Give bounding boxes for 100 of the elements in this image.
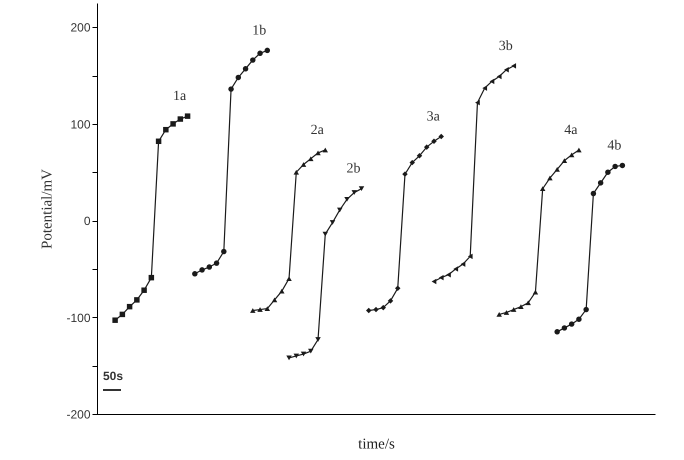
point — [228, 86, 234, 92]
point — [424, 144, 430, 150]
point — [583, 306, 589, 312]
point — [199, 267, 205, 273]
point — [453, 266, 458, 272]
point — [612, 164, 618, 170]
point — [511, 63, 516, 69]
point — [540, 186, 546, 192]
series-label: 1b — [252, 23, 266, 38]
point — [475, 100, 480, 106]
y-axis-title: Potential/mV — [39, 168, 56, 249]
point — [272, 298, 278, 302]
point — [120, 312, 126, 318]
point — [279, 288, 285, 294]
point — [192, 271, 198, 277]
point — [562, 325, 568, 331]
y-tick-label: 100 — [70, 117, 91, 132]
point — [315, 337, 321, 342]
point — [156, 138, 162, 144]
y-tick-label: 0 — [84, 214, 91, 228]
point — [576, 316, 582, 322]
point — [388, 298, 394, 304]
point — [178, 116, 184, 122]
point — [214, 260, 220, 266]
point — [141, 287, 147, 293]
point — [416, 153, 422, 159]
series-label: 2b — [346, 162, 361, 177]
point — [460, 261, 466, 267]
point — [554, 329, 560, 335]
point — [184, 113, 190, 119]
point — [547, 176, 553, 180]
point — [504, 310, 510, 315]
point — [438, 274, 444, 280]
point — [366, 308, 372, 314]
point — [322, 148, 328, 152]
point — [525, 300, 531, 306]
point — [518, 304, 524, 310]
point — [250, 308, 256, 313]
series-label: 2a — [310, 122, 325, 138]
point — [148, 274, 154, 280]
point — [250, 57, 256, 63]
y-tick-label: 200 — [70, 20, 91, 35]
point — [170, 121, 176, 127]
point — [510, 307, 516, 312]
point — [330, 220, 336, 225]
point — [286, 356, 292, 360]
point — [598, 180, 604, 186]
point — [504, 66, 509, 72]
point — [482, 85, 488, 91]
point — [286, 276, 292, 281]
point — [468, 254, 473, 260]
point — [562, 158, 568, 164]
point — [308, 156, 314, 162]
point — [257, 307, 263, 312]
point — [590, 190, 596, 196]
point — [221, 248, 227, 254]
point — [568, 321, 574, 327]
point — [438, 134, 444, 140]
series-label: 3b — [498, 38, 513, 54]
point — [206, 264, 212, 270]
point — [134, 297, 140, 303]
point — [352, 190, 357, 195]
point — [163, 126, 169, 132]
point — [344, 196, 350, 202]
series-label: 4a — [564, 122, 578, 138]
point — [431, 138, 437, 144]
point — [490, 78, 494, 84]
x-axis-title: time/s — [358, 436, 395, 452]
point — [236, 74, 242, 80]
point — [395, 286, 400, 292]
point — [373, 306, 379, 312]
point — [300, 352, 306, 356]
point — [432, 278, 436, 284]
point — [568, 152, 574, 158]
point — [264, 306, 270, 311]
point — [605, 170, 611, 175]
point — [300, 162, 306, 167]
point — [409, 160, 415, 166]
point — [112, 317, 118, 323]
point — [126, 304, 132, 310]
point — [620, 162, 626, 168]
point — [496, 74, 502, 80]
point — [242, 66, 248, 72]
point — [380, 304, 386, 310]
point — [496, 312, 502, 317]
y-tick-label: -100 — [66, 310, 91, 325]
point — [294, 354, 300, 358]
point — [576, 148, 582, 152]
series-label: 3a — [426, 109, 441, 124]
point — [554, 166, 560, 172]
series-label: 4b — [607, 138, 622, 154]
series-label: 1a — [172, 89, 187, 104]
point — [264, 48, 270, 54]
annotation: 50s — [103, 369, 124, 383]
y-tick-label: -200 — [66, 408, 91, 422]
point — [446, 272, 451, 278]
point — [294, 170, 300, 175]
point — [257, 50, 263, 56]
point — [337, 208, 343, 212]
point — [315, 150, 321, 156]
